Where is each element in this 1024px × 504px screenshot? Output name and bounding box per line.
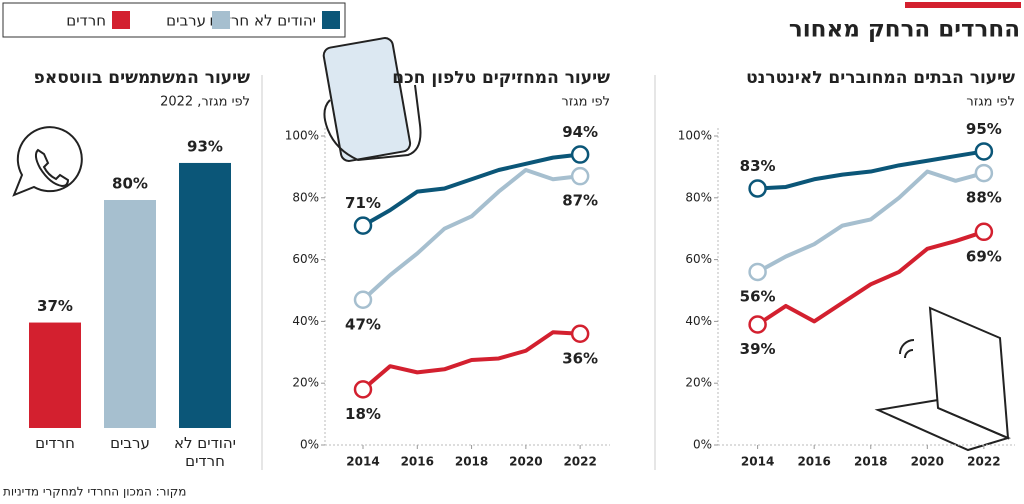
source: מקור: המכון החרדי למחקרי מדיניות [3, 485, 186, 499]
y-tick-label: 0% [300, 438, 319, 452]
x-tick-label: 2020 [911, 455, 944, 469]
point-marker [353, 290, 373, 310]
x-tick-label: 2014 [741, 455, 774, 469]
x-tick-label: 2014 [346, 455, 379, 469]
value-label: 83% [740, 157, 776, 175]
y-tick-label: 100% [678, 129, 712, 143]
series-line [757, 149, 985, 191]
bar [29, 322, 81, 428]
laptop-icon [874, 306, 1011, 452]
point-marker [748, 315, 767, 334]
whatsapp-icon [12, 126, 83, 197]
y-tick-label: 80% [292, 190, 319, 204]
series-line [362, 152, 581, 228]
y-tick-label: 40% [685, 314, 712, 328]
point-marker [570, 145, 590, 164]
x-tick-label: 2022 [563, 455, 596, 469]
y-tick-label: 20% [685, 376, 712, 390]
value-label: 39% [740, 340, 776, 358]
value-label: 37% [37, 297, 73, 315]
series-line [361, 167, 581, 302]
chart-subtitle: לפי מגזר [561, 95, 610, 110]
y-tick-label: 20% [292, 376, 319, 390]
category-label: חרדים [35, 434, 75, 452]
series-line [361, 330, 581, 391]
legend-label: חרדים [66, 12, 106, 30]
page-title: החרדים הרחק מאחור [789, 17, 1020, 43]
value-label: 18% [345, 405, 381, 423]
value-label: 71% [345, 194, 381, 212]
series-line [756, 169, 985, 274]
value-label: 93% [187, 137, 223, 155]
value-label: 88% [966, 189, 1002, 207]
category-label: ערבים [110, 434, 150, 452]
bar [104, 200, 156, 428]
y-tick-label: 0% [693, 438, 712, 452]
point-marker [974, 163, 994, 183]
legend-swatch [112, 11, 130, 29]
point-marker [353, 216, 373, 235]
chart-subtitle: לפי מגזר, 2022 [160, 95, 250, 110]
title-bar [905, 2, 1021, 8]
y-tick-label: 60% [292, 252, 319, 266]
category-label: יהודים לא חרדים [173, 434, 237, 470]
series-line [756, 229, 985, 327]
point-marker [974, 142, 994, 161]
value-label: 56% [740, 287, 776, 305]
value-label: 69% [966, 247, 1002, 265]
y-tick-label: 60% [685, 252, 712, 266]
value-label: 94% [562, 123, 598, 141]
point-marker [570, 324, 590, 344]
x-tick-label: 2016 [401, 455, 434, 469]
phone-icon [322, 37, 422, 162]
point-marker [748, 179, 767, 198]
legend-label: יהודים לא חרדים [209, 12, 316, 30]
legend-swatch [322, 11, 340, 29]
point-marker [974, 222, 994, 242]
y-tick-label: 100% [285, 129, 319, 143]
value-label: 95% [966, 120, 1002, 138]
chart-title: שיעור הבתים המחוברים לאינטרנט [746, 68, 1015, 88]
legend-box [2, 2, 346, 38]
value-label: 47% [345, 315, 381, 333]
legend-swatch [212, 11, 230, 29]
y-tick-label: 40% [292, 314, 319, 328]
value-label: 80% [112, 175, 148, 193]
y-tick-label: 80% [685, 190, 712, 204]
point-marker [570, 166, 590, 186]
point-marker [353, 380, 373, 399]
chart-subtitle: לפי מגזר [966, 95, 1015, 110]
legend-label: ערבים [166, 12, 206, 30]
value-label: 36% [562, 349, 598, 367]
chart-title: שיעור המשתמשים בווטסאפ [34, 68, 250, 88]
value-label: 87% [562, 192, 598, 210]
point-marker [748, 262, 767, 282]
x-tick-label: 2020 [509, 455, 542, 469]
x-tick-label: 2018 [455, 455, 488, 469]
chart-title: שיעור המחזיקים טלפון חכם [392, 68, 610, 88]
x-tick-label: 2018 [854, 455, 887, 469]
x-tick-label: 2022 [967, 455, 1000, 469]
x-tick-label: 2016 [797, 455, 830, 469]
bar [179, 162, 231, 428]
